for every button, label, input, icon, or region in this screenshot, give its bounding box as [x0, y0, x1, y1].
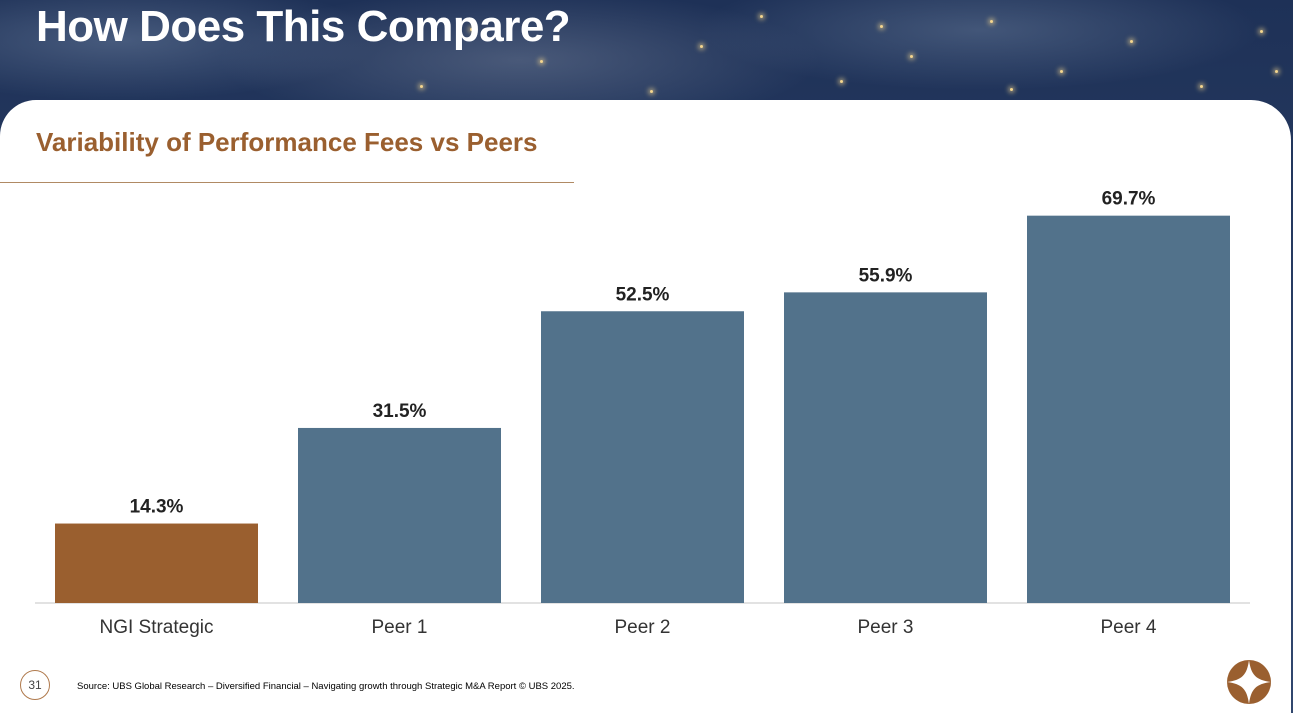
category-label: Peer 2: [615, 617, 671, 638]
source-note: Source: UBS Global Research – Diversifie…: [77, 681, 575, 692]
bar-ngi-strategic: [55, 523, 258, 603]
bar-peer-4: [1027, 215, 1230, 603]
data-label: 52.5%: [616, 284, 670, 305]
slide-title: How Does This Compare?: [36, 2, 571, 51]
bar-peer-2: [541, 311, 744, 603]
bar-peer-3: [784, 292, 987, 603]
category-label: Peer 1: [372, 617, 428, 638]
category-label: NGI Strategic: [99, 617, 213, 638]
subtitle-divider: [0, 182, 574, 183]
data-label: 14.3%: [130, 497, 184, 518]
data-label: 69.7%: [1102, 189, 1156, 210]
category-label: Peer 3: [858, 617, 914, 638]
data-label: 55.9%: [859, 265, 913, 286]
category-label: Peer 4: [1101, 617, 1157, 638]
data-label: 31.5%: [373, 401, 427, 422]
page-number: 31: [20, 670, 50, 700]
compass-star-icon: [1227, 660, 1271, 704]
bar-peer-1: [298, 427, 501, 603]
chart-subtitle: Variability of Performance Fees vs Peers: [36, 127, 538, 157]
city-lights-decoration: [0, 0, 1293, 110]
